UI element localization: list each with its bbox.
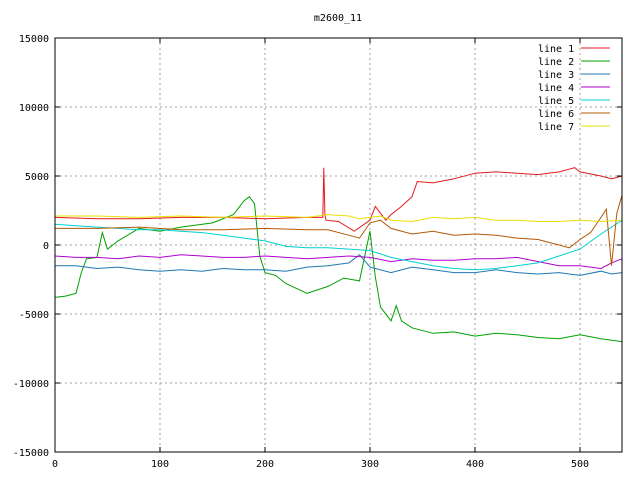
x-tick-label: 0: [52, 459, 58, 470]
legend-label: line 2: [538, 57, 574, 68]
x-tick-label: 300: [361, 459, 379, 470]
series-line-5: [54, 219, 623, 271]
y-tick-label: 5000: [25, 172, 49, 183]
x-tick-label: 500: [571, 459, 589, 470]
axes: 0 100 200 300 400 500 -15000 -10000 -5000 0 5000 10…: [13, 34, 622, 470]
x-tick-label: 400: [466, 459, 484, 470]
legend-label: line 5: [538, 96, 574, 107]
series-lines: [54, 167, 623, 343]
legend: line 1 line 2 line 3 line 4 line 5 line 6 line…: [538, 44, 610, 133]
y-tick-label: -5000: [19, 310, 49, 321]
legend-label: line 1: [538, 44, 574, 55]
x-tick-label: 100: [151, 459, 169, 470]
legend-label: line 6: [538, 109, 574, 120]
series-line-2: [54, 195, 623, 343]
y-tick-label: 15000: [19, 34, 49, 45]
y-tick-label: -10000: [13, 379, 49, 390]
y-tick-label: 10000: [19, 103, 49, 114]
legend-label: line 4: [538, 83, 574, 94]
series-line-4: [54, 254, 623, 270]
x-tick-label: 200: [256, 459, 274, 470]
y-tick-label: -15000: [13, 448, 49, 459]
legend-label: line 3: [538, 70, 574, 81]
series-line-7: [55, 214, 623, 223]
grid: [55, 38, 622, 452]
series-line-1: [54, 167, 623, 232]
chart-title: m2600_11: [314, 13, 362, 24]
legend-label: line 7: [538, 122, 574, 133]
series-line-3: [55, 254, 623, 276]
series-line-6: [55, 195, 623, 266]
y-tick-label: 0: [43, 241, 49, 252]
